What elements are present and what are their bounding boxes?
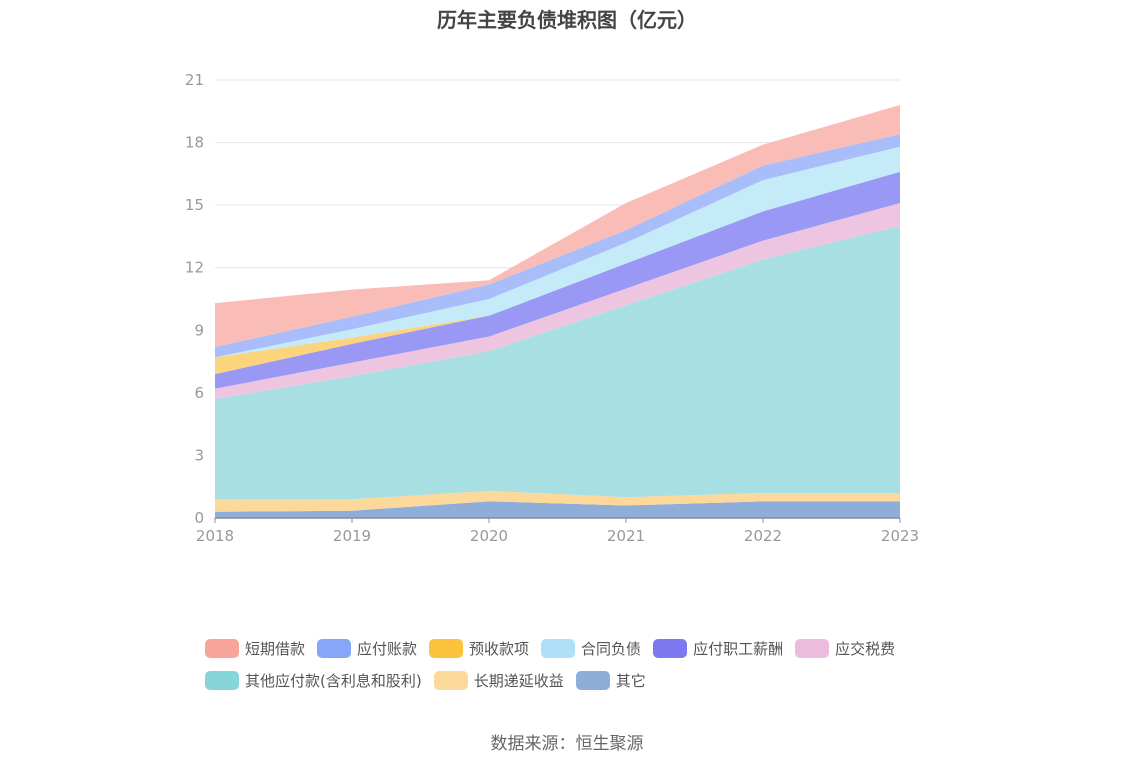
- legend-item[interactable]: 应付职工薪酬: [653, 638, 783, 659]
- y-tick-label: 6: [194, 384, 204, 402]
- area-series-3: [215, 203, 900, 400]
- legend-item[interactable]: 合同负债: [541, 638, 641, 659]
- x-tick-label: 2020: [470, 527, 508, 545]
- x-tick-label: 2022: [744, 527, 782, 545]
- legend-label: 应交税费: [835, 639, 896, 658]
- area-series-8: [215, 105, 900, 347]
- area-series-0: [215, 501, 900, 518]
- legend-swatch: [575, 670, 610, 690]
- legend-swatch: [433, 670, 468, 690]
- legend-swatch: [653, 638, 688, 658]
- legend-row: 其他应付款(含利息和股利) 长期递延收益 其它: [205, 664, 965, 696]
- x-tick-label: 2023: [881, 527, 919, 545]
- legend-item[interactable]: 其它: [575, 670, 646, 691]
- legend-label: 其他应付款(含利息和股利): [245, 671, 422, 690]
- legend-swatch: [205, 670, 239, 690]
- legend-item[interactable]: 应交税费: [795, 638, 895, 659]
- legend-label: 短期借款: [245, 639, 306, 658]
- legend-swatch: [429, 638, 464, 658]
- legend-item[interactable]: 长期递延收益: [433, 670, 564, 691]
- area-series-6: [215, 146, 900, 358]
- y-tick-label: 3: [194, 446, 204, 464]
- x-tick-label: 2021: [607, 527, 645, 545]
- legend-label: 应付账款: [357, 639, 418, 658]
- chart-title: 历年主要负债堆积图（亿元）: [437, 8, 697, 32]
- area-series-4: [215, 171, 900, 389]
- y-tick-label: 15: [185, 196, 204, 214]
- legend-label: 应付职工薪酬: [693, 639, 784, 658]
- y-tick-label: 0: [194, 509, 204, 527]
- x-tick-label: 2019: [333, 527, 371, 545]
- y-tick-label: 12: [185, 259, 204, 277]
- legend-label: 长期递延收益: [473, 671, 564, 690]
- legend-row: 短期借款 应付账款 预收款项 合同负债 应付职工薪酬 应交税费: [205, 632, 965, 664]
- axes: 2018 2019 2020 2021 2022 2023: [196, 517, 919, 545]
- y-tick-label: 18: [185, 134, 204, 152]
- source-note: 数据来源：恒生聚源: [490, 734, 644, 754]
- legend-item[interactable]: 应付账款: [317, 638, 417, 659]
- y-tick-label: 9: [194, 321, 204, 339]
- legend-label: 合同负债: [581, 639, 642, 658]
- legend-swatch: [795, 638, 830, 658]
- x-tick-label: 2018: [196, 527, 234, 545]
- legend-label: 其它: [615, 671, 646, 690]
- area-series-2: [215, 226, 900, 500]
- legend: 短期借款 应付账款 预收款项 合同负债 应付职工薪酬 应交税费 其他应付款(含利息和股利)…: [205, 632, 965, 696]
- legend-item[interactable]: 其他应付款(含利息和股利): [205, 670, 422, 691]
- area-series: [215, 105, 900, 518]
- area-series-1: [215, 490, 900, 512]
- legend-swatch: [541, 638, 576, 658]
- y-tick-label: 21: [185, 71, 204, 89]
- legend-swatch: [317, 638, 352, 658]
- area-series-7: [215, 134, 900, 358]
- legend-item[interactable]: 预收款项: [429, 638, 529, 659]
- legend-item[interactable]: 短期借款: [205, 638, 305, 659]
- legend-swatch: [205, 638, 239, 658]
- legend-label: 预收款项: [469, 639, 530, 658]
- area-series-5: [215, 171, 900, 375]
